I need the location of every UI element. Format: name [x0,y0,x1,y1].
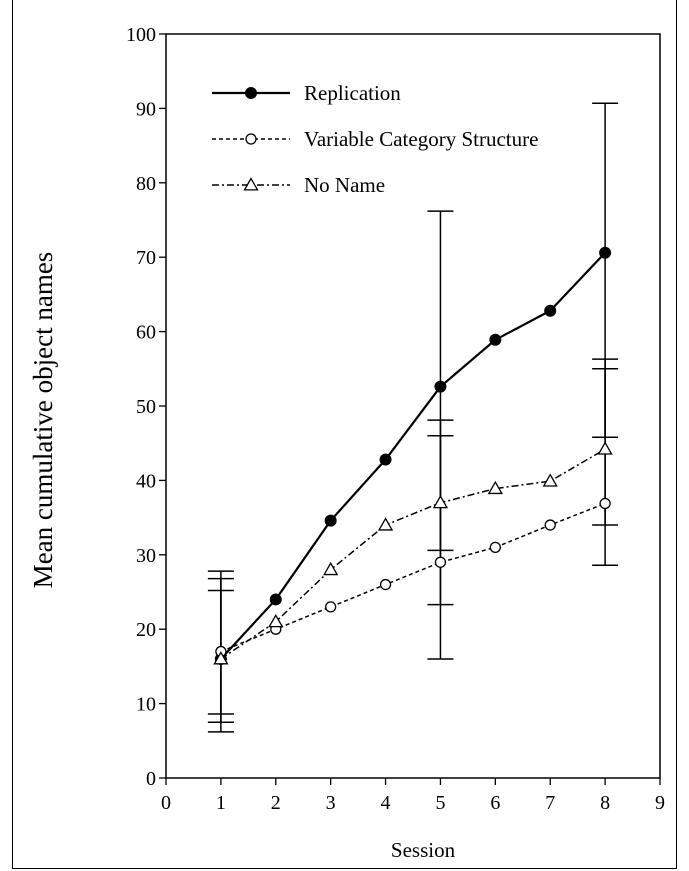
legend-item-1: Variable Category Structure [212,127,538,151]
legend-label: Variable Category Structure [304,127,538,151]
y-axis-title: Mean cumulative object names [28,252,58,589]
data-point [432,494,449,509]
legend-item-2: No Name [212,173,385,197]
data-point [599,497,611,510]
series-layer [213,246,613,665]
data-point [213,651,229,665]
x-tick-label-3: 3 [326,792,336,814]
data-point [542,473,558,487]
y-tick-label-60: 60 [136,322,156,344]
series-line [220,502,606,653]
data-point [597,441,613,455]
legend-marker [245,133,257,145]
data-point [377,517,394,531]
figure-frame [12,0,677,869]
legend: Replication Variable Category Structure No… [212,81,538,197]
x-tick-label-5: 5 [435,792,445,814]
data-point [324,514,337,527]
data-point [325,601,337,613]
data-point [544,304,557,317]
y-tick-label-100: 100 [126,24,156,46]
legend-label: Replication [304,81,401,105]
y-tick-label-40: 40 [136,470,156,492]
data-point [323,561,339,576]
series-0 [214,246,612,665]
legend-marker [243,177,259,191]
series-line [220,448,606,660]
error-bar-8 [592,368,619,438]
data-point [599,246,612,259]
y-tick-label-70: 70 [136,247,156,269]
y-tick-label-90: 90 [136,98,156,120]
error-bars [207,102,619,733]
x-tick-label-8: 8 [600,792,610,814]
legend-label: No Name [304,173,385,197]
data-point [379,453,392,466]
y-tick-label-10: 10 [136,694,156,716]
x-tick-label-2: 2 [271,792,281,814]
x-tick-label-0: 0 [161,792,171,814]
y-tick-label-50: 50 [136,396,156,418]
series-line [220,251,606,660]
series-2 [213,441,613,665]
legend-marker [245,87,257,99]
legend-item-0: Replication [212,81,401,105]
x-tick-label-4: 4 [381,792,391,814]
x-tick-label-9: 9 [655,792,665,814]
x-tick-label-7: 7 [545,792,555,814]
x-tick-label-6: 6 [490,792,500,814]
error-bar-5 [427,435,454,552]
data-point [489,333,502,346]
y-tick-label-30: 30 [136,545,156,567]
data-point [269,593,282,606]
data-point [544,519,556,531]
data-point [489,541,501,554]
data-point [487,480,503,495]
y-tick-label-80: 80 [136,173,156,195]
y-tick-label-0: 0 [146,768,156,790]
x-axis-title: Session [391,838,456,862]
series-1 [215,497,611,658]
data-point [434,380,447,393]
data-point [379,578,392,591]
data-point [268,613,284,628]
data-point [434,556,447,568]
axes: 0 10 20 30 40 50 60 70 80 90 100 0 1 2 3 4 5 6 7 8 9 [126,24,665,814]
y-tick-label-20: 20 [136,619,156,641]
x-tick-label-1: 1 [216,792,226,814]
